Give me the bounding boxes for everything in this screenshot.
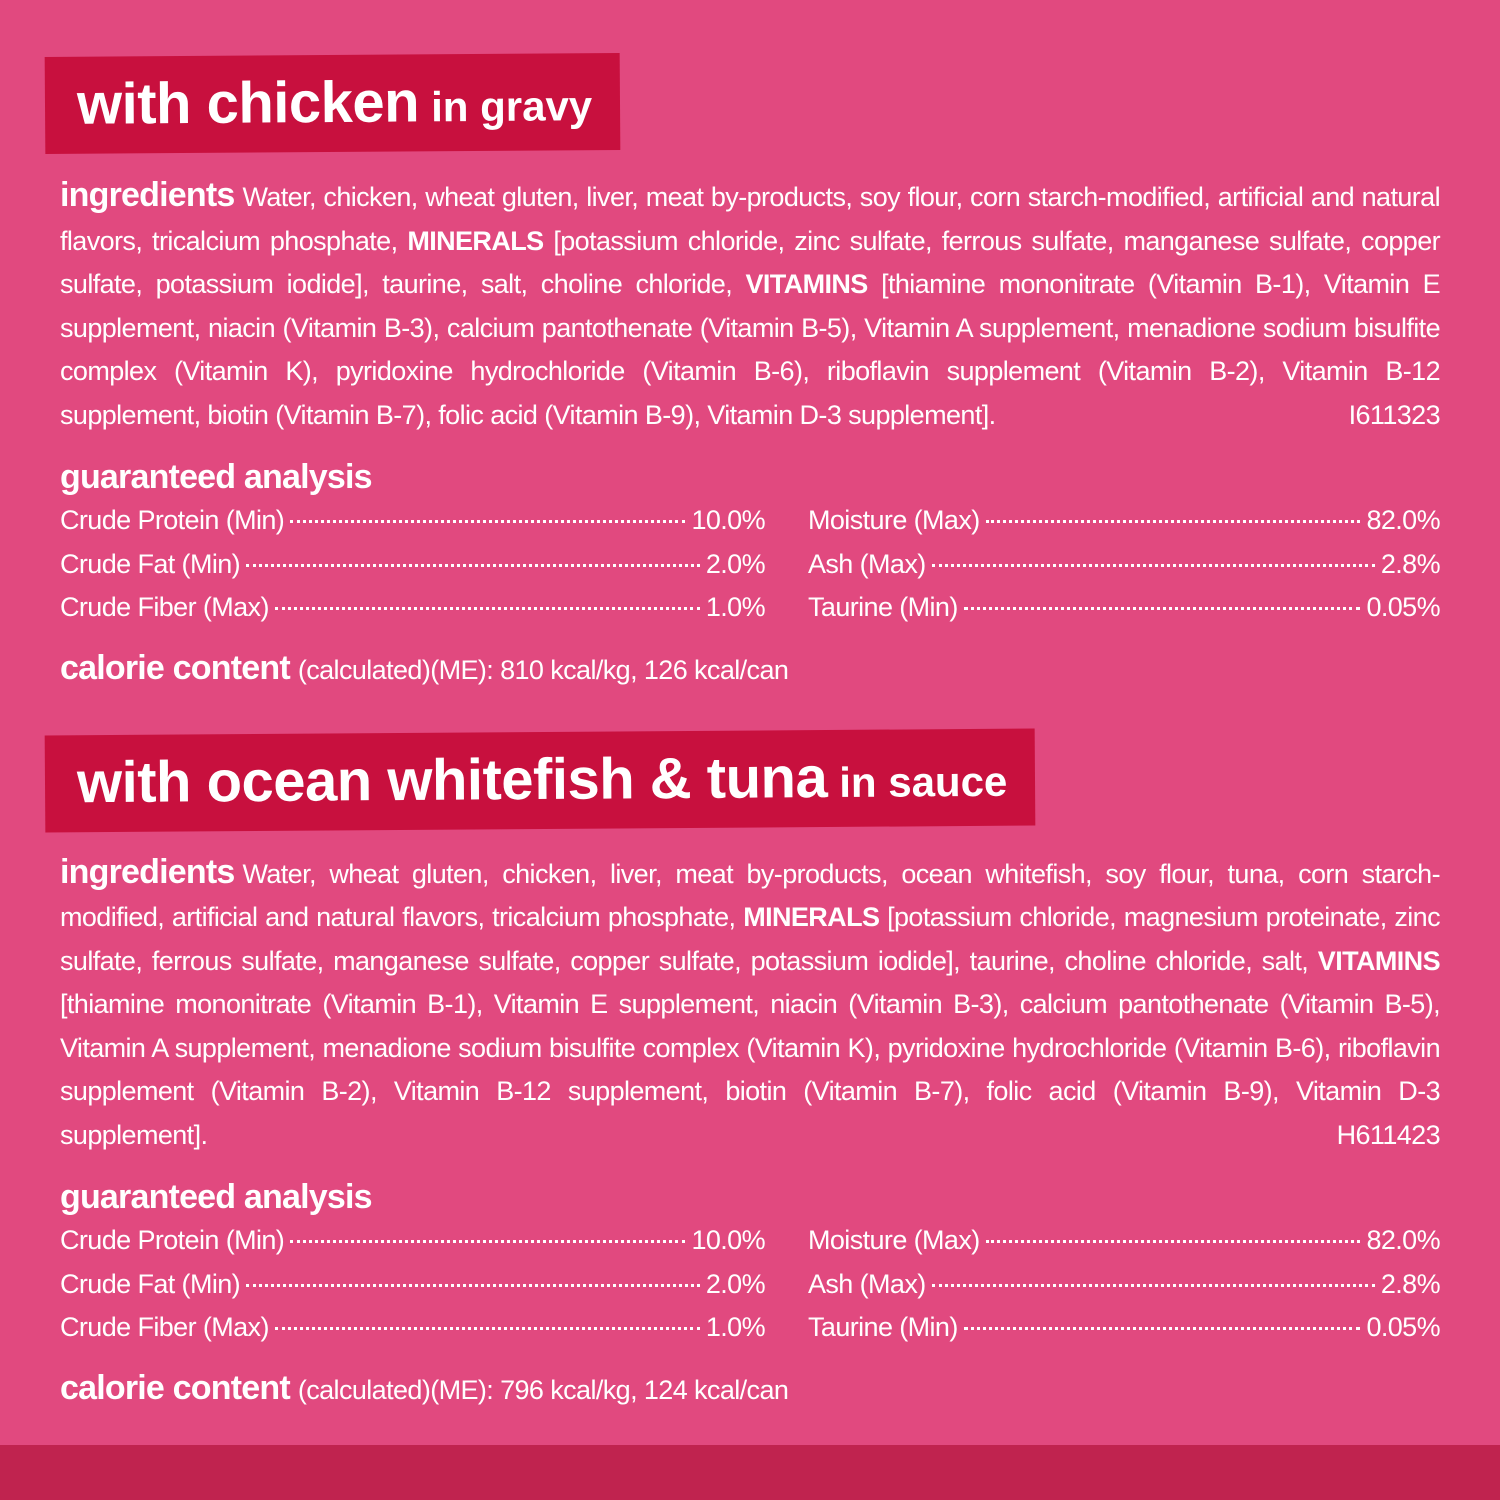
ingredients-text: MINERALS (407, 225, 544, 256)
section-body: ingredients Water, chicken, wheat gluten,… (60, 174, 1441, 692)
ingredients-text: [thiamine mononitrate (Vitamin B-1), Vit… (60, 269, 1441, 430)
leader-dots (274, 607, 700, 610)
analysis-table: Crude Protein (Min) 10.0% Crude Fat (Min) 2… (60, 499, 1441, 630)
nutrient-value: 82.0% (1366, 1225, 1440, 1255)
title-suffix: in gravy (430, 82, 593, 131)
label-panel: with chicken in gravy ingredients Water, ch… (0, 52, 1500, 1412)
calorie-label: calorie content (60, 648, 291, 687)
analysis-row: Moisture (Max) 82.0% (808, 499, 1441, 543)
analysis-row: Moisture (Max) 82.0% (808, 1219, 1441, 1263)
leader-dots (931, 1283, 1375, 1287)
analysis-column: Crude Protein (Min) 10.0% Crude Fat (Min) 2… (60, 499, 766, 630)
nutrient-name: Ash (Max) (808, 548, 926, 579)
ingredients-label: ingredients (60, 852, 235, 891)
ingredients-text: [potassium chloride, magnesium proteinat… (60, 902, 1441, 976)
analysis-row: Taurine (Min) 0.05% (808, 586, 1441, 630)
analysis-row: Crude Protein (Min) 10.0% (60, 499, 766, 543)
nutrient-name: Crude Protein (Min) (60, 505, 285, 535)
nutrient-name: Crude Fiber (Max) (60, 592, 269, 622)
product-section: with ocean whitefish & tuna in sauce ingre… (0, 728, 1500, 1412)
nutrient-value: 2.0% (705, 1268, 766, 1299)
calorie-content: calorie content (calculated)(ME): 810 kca… (60, 646, 1440, 692)
analysis-table: Crude Protein (Min) 10.0% Crude Fat (Min) 2… (60, 1219, 1441, 1350)
ingredients-text: VITAMINS (1317, 945, 1441, 976)
nutrient-value: 1.0% (705, 1312, 766, 1342)
leader-dots (246, 563, 700, 567)
nutrient-value: 2.0% (705, 548, 766, 579)
analysis-row: Crude Fat (Min) 2.0% (60, 1263, 766, 1307)
ingredients-text: Water, wheat gluten, chicken, liver, mea… (60, 858, 1441, 933)
analysis-row: Crude Fiber (Max) 1.0% (60, 586, 766, 630)
analysis-row: Ash (Max) 2.8% (808, 1263, 1441, 1307)
nutrient-name: Crude Fiber (Max) (60, 1312, 269, 1342)
nutrient-value: 2.8% (1380, 1268, 1441, 1299)
title-banner: with ocean whitefish & tuna in sauce (44, 728, 1036, 832)
nutrient-name: Ash (Max) (808, 1268, 926, 1299)
title-suffix: in sauce (839, 757, 1008, 806)
analysis-row: Crude Fiber (Max) 1.0% (60, 1306, 766, 1350)
nutrient-name: Crude Protein (Min) (60, 1225, 285, 1255)
leader-dots (246, 1283, 700, 1287)
ingredients-text: [potassium chloride, zinc sulfate, ferro… (60, 225, 1441, 300)
ingredients: ingredients Water, chicken, wheat gluten,… (60, 174, 1441, 437)
calorie-text: (calculated)(ME): 810 kcal/kg, 126 kcal/… (297, 654, 789, 685)
lot-code: H611423 (1336, 1119, 1441, 1150)
leader-dots (963, 607, 1361, 610)
nutrient-value: 0.05% (1366, 1312, 1440, 1342)
title-main: with ocean whitefish & tuna (76, 744, 828, 815)
calorie-label: calorie content (60, 1368, 291, 1407)
nutrient-value: 82.0% (1366, 505, 1440, 535)
nutrient-value: 10.0% (691, 1225, 765, 1255)
analysis-column: Crude Protein (Min) 10.0% Crude Fat (Min) 2… (60, 1219, 766, 1350)
nutrient-name: Taurine (Min) (808, 592, 958, 622)
leader-dots (963, 1327, 1361, 1330)
ingredients-text: VITAMINS (745, 269, 869, 299)
leader-dots (274, 1327, 700, 1330)
ingredients-label: ingredients (60, 176, 235, 214)
lot-code: I611323 (1348, 399, 1441, 430)
section-body: ingredients Water, wheat gluten, chicken,… (60, 851, 1441, 1412)
calorie-text: (calculated)(ME): 796 kcal/kg, 124 kcal/… (297, 1374, 789, 1405)
leader-dots (985, 1240, 1361, 1243)
ingredients-text: Water, chicken, wheat gluten, liver, mea… (60, 182, 1441, 256)
nutrient-name: Crude Fat (Min) (60, 1268, 241, 1299)
analysis-column: Moisture (Max) 82.0% Ash (Max) 2.8% Taurine … (808, 1219, 1441, 1350)
nutrient-name: Taurine (Min) (808, 1312, 958, 1342)
leader-dots (931, 563, 1375, 567)
analysis-row: Taurine (Min) 0.05% (808, 1306, 1441, 1350)
nutrient-name: Moisture (Max) (808, 1225, 980, 1255)
ingredients-text: MINERALS (743, 902, 880, 932)
ingredients-text: [thiamine mononitrate (Vitamin B-1), Vit… (60, 989, 1441, 1150)
analysis-heading: guaranteed analysis (60, 458, 373, 496)
analysis-row: Ash (Max) 2.8% (808, 543, 1441, 587)
nutrient-value: 2.8% (1380, 548, 1441, 579)
title-main: with chicken (76, 69, 420, 137)
product-section: with chicken in gravy ingredients Water, ch… (0, 52, 1500, 692)
footer-band (0, 1445, 1500, 1500)
nutrient-value: 1.0% (705, 592, 766, 622)
analysis-row: Crude Fat (Min) 2.0% (60, 543, 766, 587)
calorie-content: calorie content (calculated)(ME): 796 kca… (60, 1366, 1440, 1412)
title-banner: with chicken in gravy (44, 52, 621, 155)
nutrient-name: Moisture (Max) (808, 505, 980, 535)
leader-dots (290, 520, 686, 523)
leader-dots (985, 520, 1361, 523)
nutrient-value: 0.05% (1366, 592, 1440, 622)
analysis-column: Moisture (Max) 82.0% Ash (Max) 2.8% Taurine … (808, 499, 1441, 630)
nutrient-value: 10.0% (691, 505, 765, 535)
leader-dots (290, 1240, 686, 1243)
analysis-heading: guaranteed analysis (60, 1178, 373, 1216)
nutrient-name: Crude Fat (Min) (60, 548, 241, 579)
analysis-row: Crude Protein (Min) 10.0% (60, 1219, 766, 1263)
ingredients: ingredients Water, wheat gluten, chicken,… (60, 851, 1441, 1158)
